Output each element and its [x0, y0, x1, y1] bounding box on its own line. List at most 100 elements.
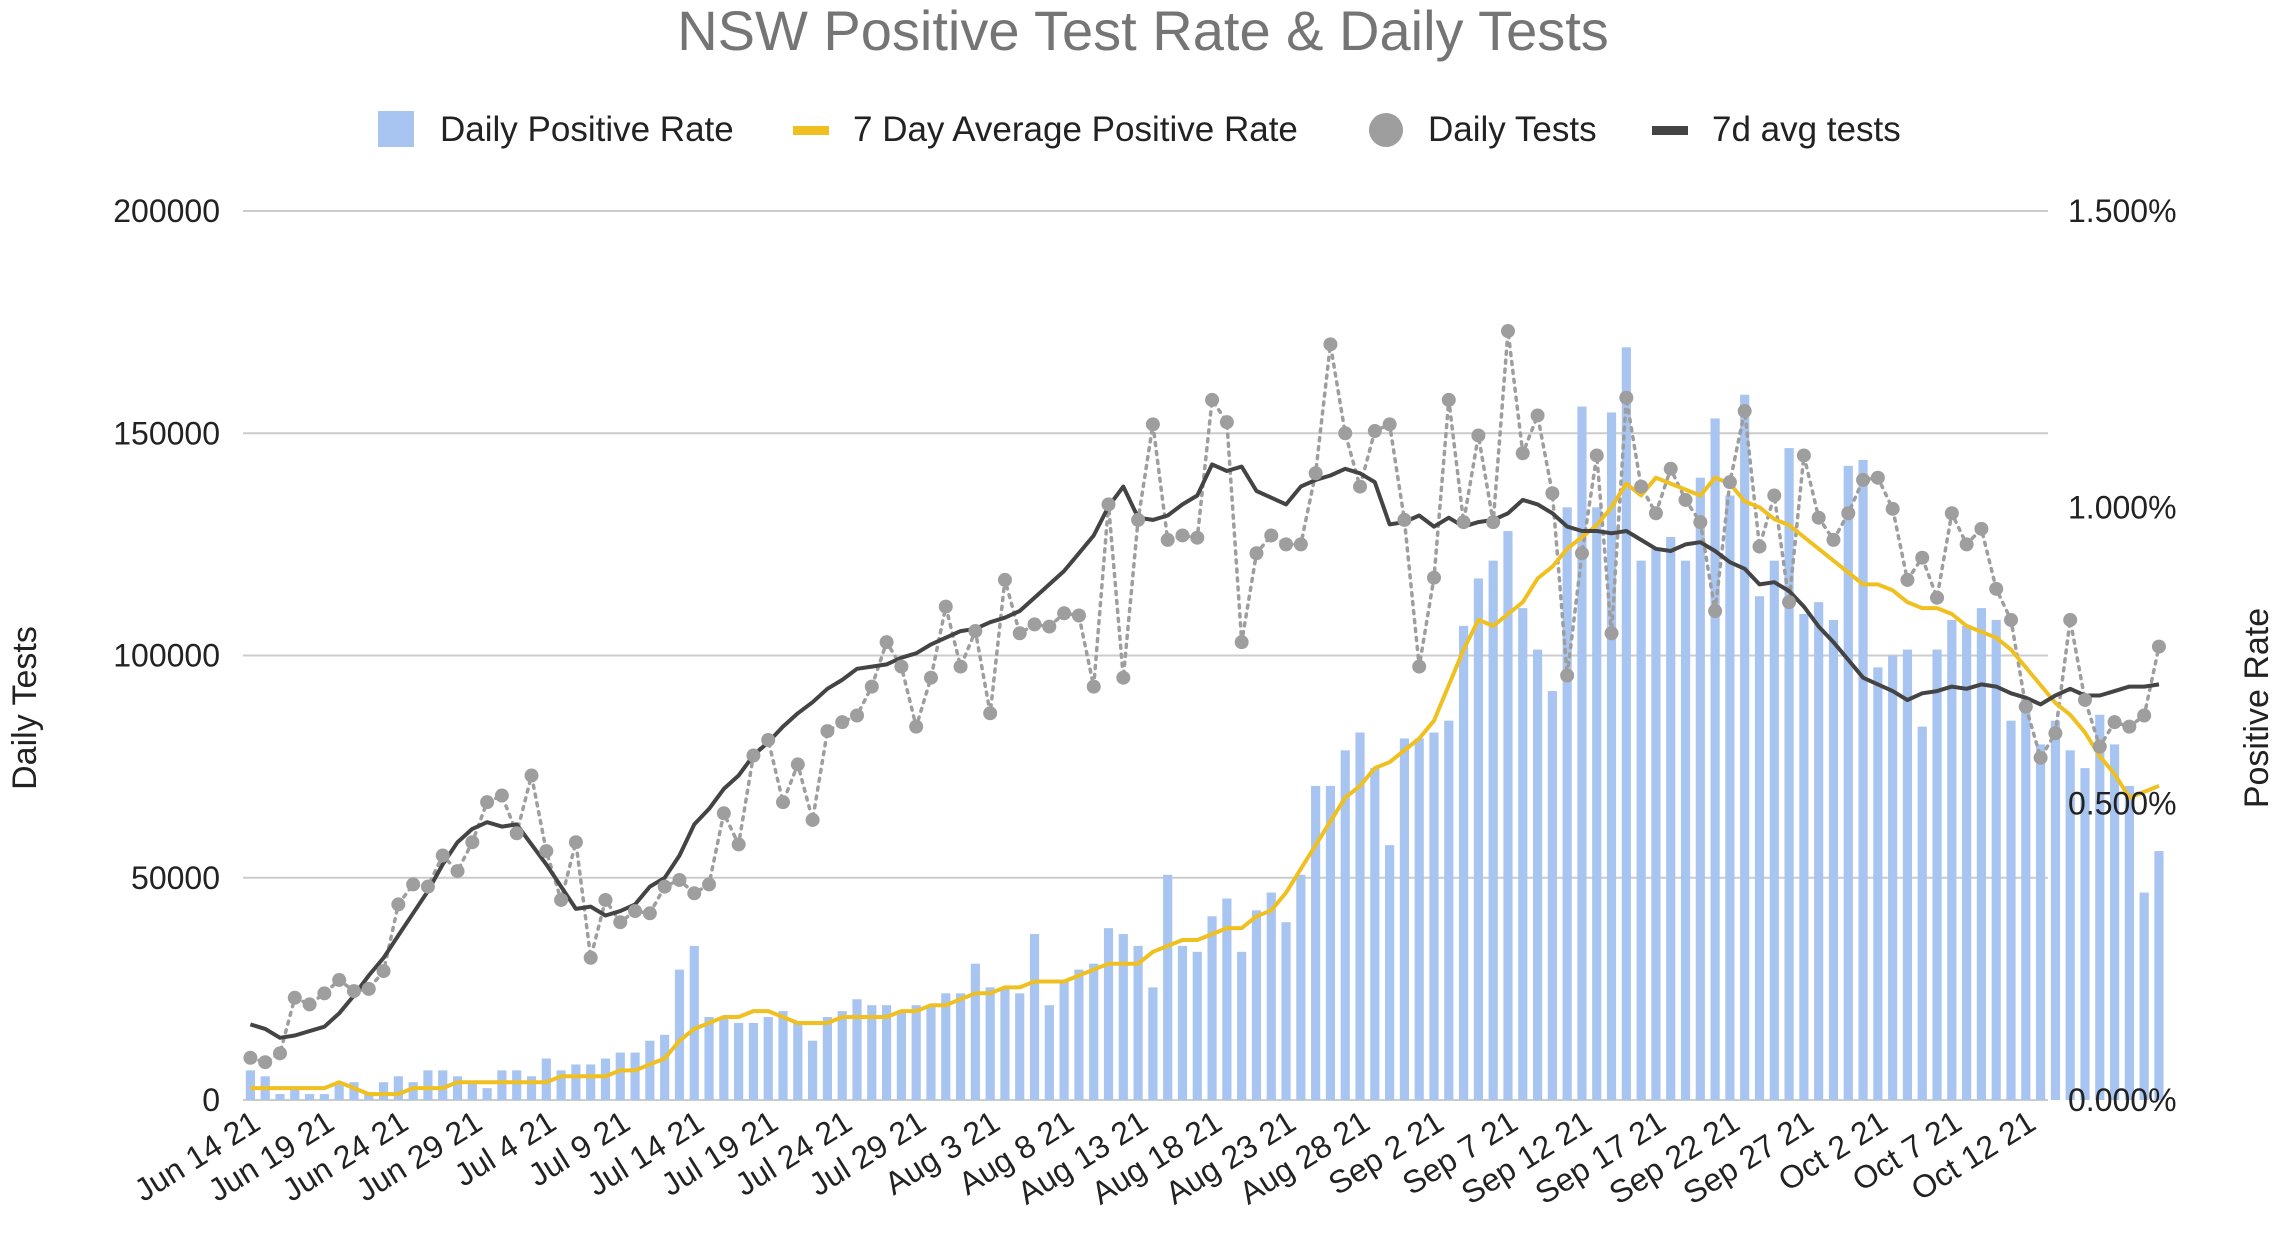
- point-daily-tests: [1693, 515, 1708, 530]
- point-daily-tests: [1900, 572, 1915, 587]
- bar-daily-positive-rate: [941, 993, 951, 1100]
- point-daily-tests: [346, 984, 361, 999]
- daily-positive-rate-bars: [245, 347, 2164, 1101]
- point-daily-tests: [1856, 472, 1871, 487]
- point-daily-tests: [1708, 604, 1723, 619]
- point-daily-tests: [598, 892, 613, 907]
- point-daily-tests: [2151, 639, 2166, 654]
- bar-daily-positive-rate: [1503, 531, 1513, 1100]
- bar-daily-positive-rate: [1163, 874, 1173, 1100]
- bar-daily-positive-rate: [1754, 596, 1765, 1100]
- point-daily-tests: [1234, 635, 1249, 650]
- point-daily-tests: [2033, 750, 2048, 765]
- bar-daily-positive-rate: [911, 1005, 921, 1100]
- point-daily-tests: [2063, 612, 2078, 627]
- bar-daily-positive-rate: [1991, 619, 2001, 1100]
- point-daily-tests: [953, 659, 968, 674]
- bar-daily-positive-rate: [1222, 898, 1232, 1100]
- bar-daily-positive-rate: [482, 1088, 492, 1100]
- point-daily-tests: [1042, 619, 1057, 634]
- point-daily-tests: [968, 624, 983, 639]
- point-daily-tests: [805, 812, 820, 827]
- point-daily-tests: [1131, 512, 1146, 527]
- bar-daily-positive-rate: [1769, 560, 1779, 1100]
- bar-daily-positive-rate: [852, 999, 862, 1100]
- point-daily-tests: [642, 906, 657, 921]
- left-axis-tick-label: 200000: [113, 193, 220, 229]
- point-daily-tests: [287, 990, 302, 1005]
- bar-daily-positive-rate: [408, 1082, 418, 1100]
- bar-daily-positive-rate: [2006, 720, 2016, 1100]
- point-daily-tests: [938, 599, 953, 614]
- point-daily-tests: [2107, 715, 2122, 730]
- point-daily-tests: [1456, 515, 1471, 530]
- point-daily-tests: [1367, 424, 1382, 439]
- point-daily-tests: [1293, 537, 1308, 552]
- bar-daily-positive-rate: [674, 969, 685, 1100]
- bar-daily-positive-rate: [245, 1070, 255, 1100]
- line-daily-tests-dotted: [248, 330, 2161, 1065]
- bar-daily-positive-rate: [808, 1040, 818, 1100]
- bar-daily-positive-rate: [364, 1094, 374, 1100]
- point-daily-tests: [1634, 479, 1649, 494]
- point-daily-tests: [672, 872, 687, 887]
- bar-daily-positive-rate: [970, 963, 980, 1100]
- bar-daily-positive-rate: [1888, 655, 1898, 1100]
- right-axis-title: Positive Rate: [2238, 608, 2276, 808]
- bar-daily-positive-rate: [689, 945, 699, 1100]
- bar-daily-positive-rate: [2124, 785, 2134, 1100]
- point-daily-tests: [1989, 581, 2004, 596]
- bar-daily-positive-rate: [2095, 714, 2105, 1100]
- point-daily-tests: [1811, 510, 1826, 525]
- bar-daily-positive-rate: [704, 1017, 714, 1100]
- point-daily-tests: [997, 572, 1012, 587]
- bar-daily-positive-rate: [1133, 945, 1143, 1100]
- bar-daily-positive-rate: [645, 1040, 655, 1100]
- point-daily-tests: [1752, 539, 1767, 554]
- right-axis-tick-label: 1.000%: [2068, 489, 2177, 525]
- bar-daily-positive-rate: [586, 1064, 596, 1100]
- point-daily-tests: [1648, 506, 1663, 521]
- legend-label-7d-avg-tests: 7d avg tests: [1712, 110, 1901, 149]
- line-7-day-average-positive-rate: [250, 475, 2160, 1097]
- point-daily-tests: [909, 719, 924, 734]
- point-daily-tests: [1959, 537, 1974, 552]
- point-daily-tests: [1515, 446, 1530, 461]
- point-daily-tests: [1071, 608, 1086, 623]
- point-daily-tests: [1471, 428, 1486, 443]
- point-daily-tests: [1397, 512, 1412, 527]
- legend-swatch-7-day-average-positive-rate: [793, 126, 829, 135]
- bar-daily-positive-rate: [304, 1094, 315, 1100]
- point-daily-tests: [1057, 606, 1072, 621]
- bar-daily-positive-rate: [1666, 536, 1676, 1100]
- bar-daily-positive-rate: [1547, 691, 1557, 1100]
- point-daily-tests: [480, 795, 495, 810]
- point-daily-tests: [1323, 337, 1338, 352]
- line-7d-avg-tests: [249, 462, 2160, 1040]
- point-daily-tests: [420, 879, 435, 894]
- bar-daily-positive-rate: [985, 987, 995, 1100]
- bar-daily-positive-rate: [1740, 394, 1750, 1100]
- bar-daily-positive-rate: [1429, 732, 1439, 1100]
- bar-daily-positive-rate: [1177, 945, 1188, 1100]
- point-daily-tests: [1530, 408, 1545, 423]
- bar-daily-positive-rate: [423, 1070, 433, 1100]
- bar-daily-positive-rate: [1325, 785, 1336, 1100]
- point-daily-tests: [568, 835, 583, 850]
- bar-daily-positive-rate: [1902, 649, 1913, 1100]
- point-daily-tests: [554, 892, 569, 907]
- point-daily-tests: [450, 864, 465, 879]
- bar-daily-positive-rate: [452, 1076, 463, 1100]
- bar-daily-positive-rate: [1473, 578, 1483, 1100]
- left-axis-ticks: 0 50000 100000 150000 200000: [113, 193, 220, 1118]
- point-daily-tests: [539, 844, 554, 859]
- point-daily-tests: [1219, 415, 1234, 430]
- point-daily-tests: [1796, 448, 1811, 463]
- point-daily-tests: [1279, 537, 1294, 552]
- point-daily-tests: [376, 964, 391, 979]
- bar-daily-positive-rate: [526, 1076, 537, 1100]
- bar-daily-positive-rate: [541, 1058, 551, 1100]
- bar-daily-positive-rate: [1029, 934, 1040, 1100]
- point-daily-tests: [1205, 392, 1220, 407]
